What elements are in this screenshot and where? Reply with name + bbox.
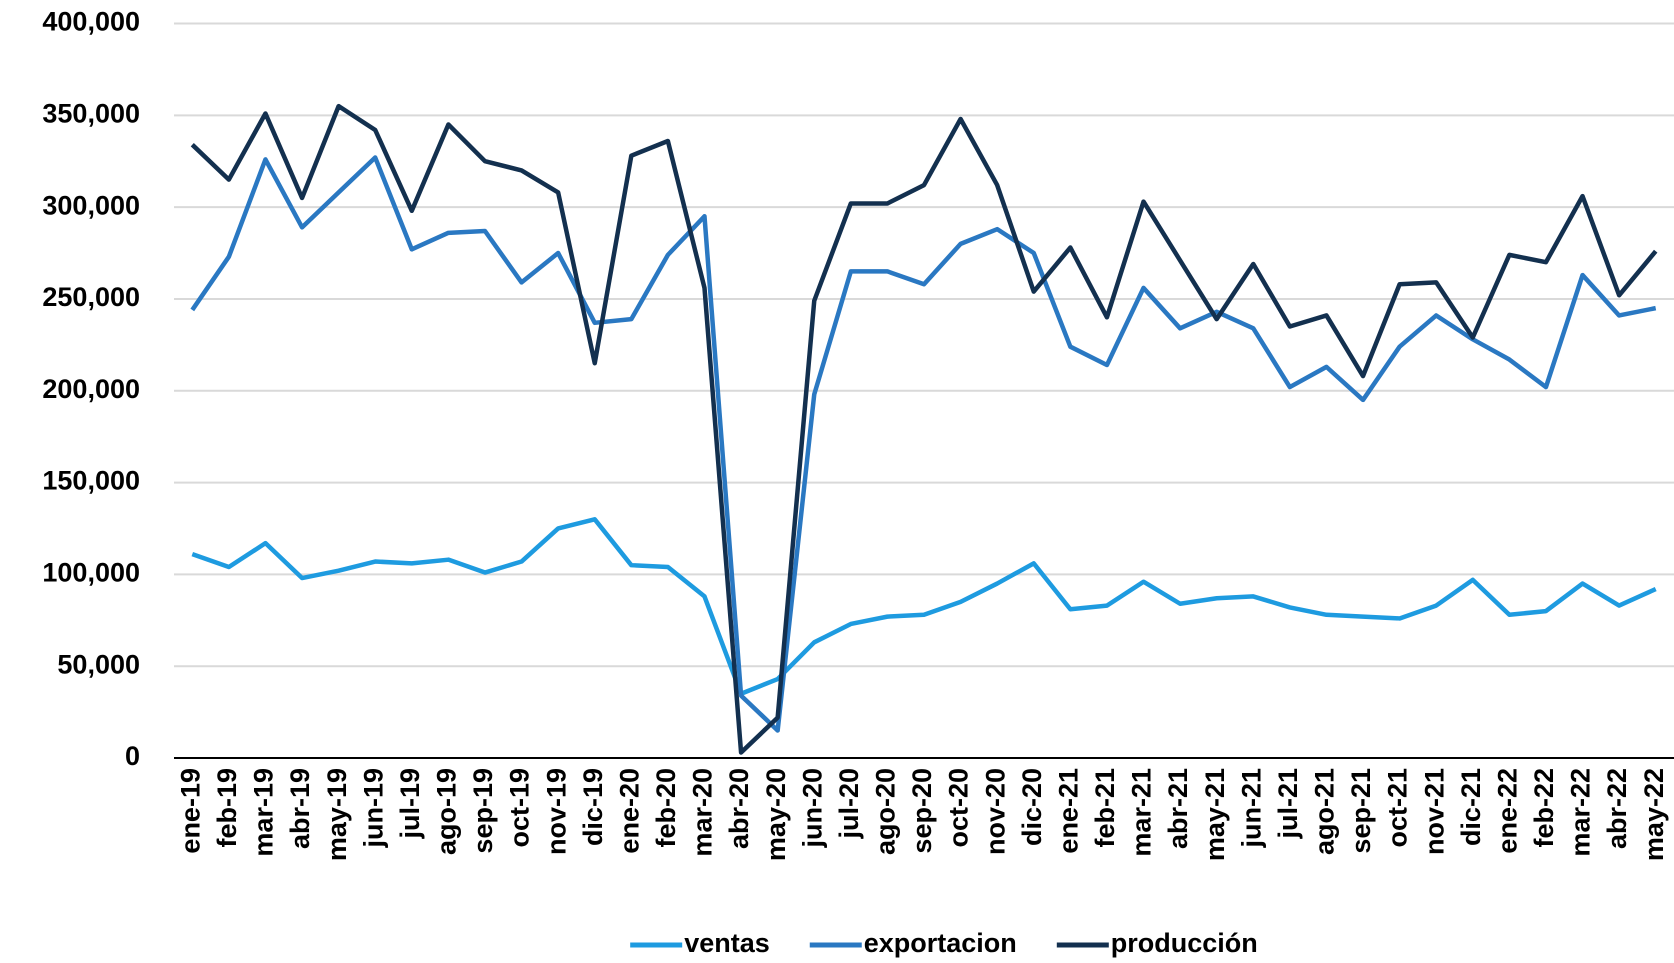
legend-label: exportacion [864,928,1017,958]
x-tick-label: jul-19 [395,768,425,840]
x-tick-label: oct-19 [505,768,535,848]
x-tick-label: mar-21 [1127,768,1157,857]
x-tick-label: sep-20 [907,768,937,854]
legend-label: producción [1111,928,1258,958]
x-tick-label: jun-21 [1236,768,1266,849]
x-tick-label: oct-21 [1383,768,1413,848]
x-tick-label: ago-19 [432,768,462,855]
x-tick-label: dic-21 [1456,768,1486,846]
x-tick-label: sep-19 [468,768,498,854]
x-tick-label: jun-19 [358,768,388,849]
series-line [190,155,1657,733]
x-tick-label: feb-22 [1529,768,1559,848]
x-tick-label: sep-21 [1346,768,1376,854]
x-tick-label: oct-20 [944,768,974,848]
series-line [191,517,1657,696]
x-tick-label: abr-22 [1602,768,1632,849]
x-tick-label: abr-19 [285,768,315,849]
y-tick-label: 300,000 [42,190,140,220]
x-tick-label: nov-21 [1419,768,1449,855]
y-tick-label: 0 [125,741,140,771]
y-tick-label: 350,000 [42,98,140,128]
x-tick-label: jul-20 [834,768,864,840]
y-tick-label: 150,000 [42,466,140,496]
x-tick-label: nov-19 [541,768,571,855]
x-tick-label: may-22 [1639,768,1669,861]
x-tick-label: mar-22 [1566,768,1596,857]
series-line [190,103,1658,755]
x-tick-label: ago-21 [1310,768,1340,855]
x-tick-label: nov-20 [980,768,1010,855]
x-tick-label: may-21 [1200,768,1230,861]
y-tick-label: 200,000 [42,374,140,404]
x-tick-label: feb-19 [212,768,242,848]
x-tick-label: dic-20 [1017,768,1047,846]
x-tick-label: jul-21 [1273,768,1303,840]
x-tick-label: jun-20 [797,768,827,849]
x-tick-label: feb-21 [1090,768,1120,848]
x-tick-label: may-20 [761,768,791,861]
y-tick-label: 250,000 [42,282,140,312]
x-tick-label: ene-20 [614,768,644,854]
x-tick-label: dic-19 [578,768,608,846]
x-tick-label: ene-19 [175,768,205,854]
x-tick-label: ene-22 [1492,768,1522,854]
y-tick-label: 100,000 [42,558,140,588]
x-tick-label: ene-21 [1053,768,1083,854]
x-tick-label: ago-20 [871,768,901,855]
y-tick-label: 400,000 [42,7,140,37]
legend-label: ventas [684,928,770,958]
x-tick-label: feb-20 [651,768,681,848]
x-tick-label: abr-21 [1163,768,1193,849]
x-tick-label: may-19 [322,768,352,861]
y-tick-label: 50,000 [57,649,140,679]
x-tick-label: mar-20 [688,768,718,857]
x-tick-label: mar-19 [249,768,279,857]
x-tick-label: abr-20 [724,768,754,849]
